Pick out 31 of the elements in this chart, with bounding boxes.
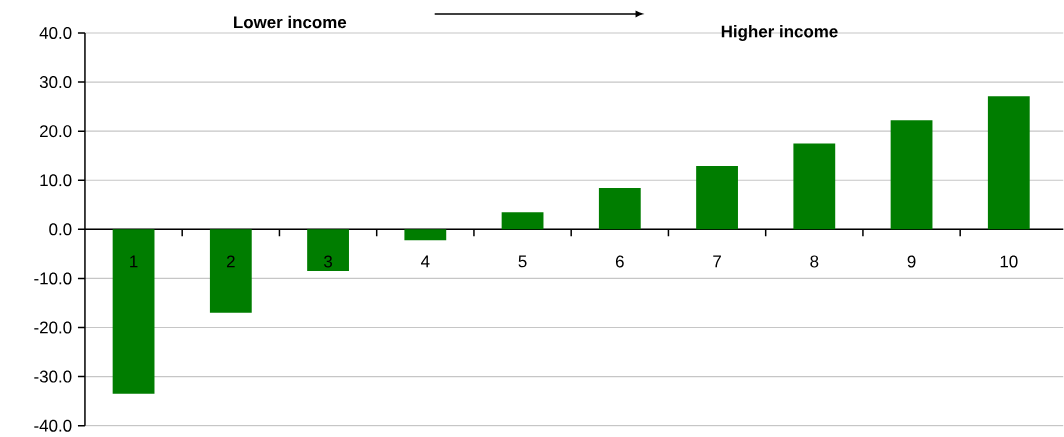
y-tick-label: 30.0 <box>39 75 72 88</box>
y-tick-label: -20.0 <box>34 321 72 334</box>
annotation: Higher income <box>721 24 838 41</box>
x-tick-label: 10 <box>1000 255 1018 268</box>
x-tick-label: 2 <box>226 255 235 268</box>
y-tick-label: 20.0 <box>40 125 72 137</box>
bar <box>987 96 1030 230</box>
text: Lower income <box>234 15 347 29</box>
x-tick-label: 8 <box>810 255 819 268</box>
bar <box>890 120 933 230</box>
x-tick-label: 7 <box>713 255 721 267</box>
x-tick-label: 1 <box>130 255 138 267</box>
y-tick-label: -30.0 <box>34 370 72 383</box>
x-tick-label: 4 <box>421 255 430 267</box>
bar <box>598 187 641 230</box>
x-tick-label: 3 <box>324 255 333 268</box>
y-tick-label: -40.0 <box>34 419 72 432</box>
y-tick-label: 40.0 <box>39 26 72 39</box>
bar <box>307 229 349 271</box>
bar <box>404 229 447 240</box>
x-tick-label: 6 <box>615 255 624 268</box>
bar <box>209 229 252 313</box>
x-tick-label: 9 <box>907 255 916 268</box>
y-tick-label: -10.0 <box>34 272 72 285</box>
bar <box>696 165 738 230</box>
y-tick-label: 0.0 <box>49 223 72 236</box>
y-tick-label: 10.0 <box>40 174 72 187</box>
bar <box>501 212 544 230</box>
bar <box>112 229 155 394</box>
x-tick-label: 5 <box>518 255 527 268</box>
bar <box>793 143 836 230</box>
